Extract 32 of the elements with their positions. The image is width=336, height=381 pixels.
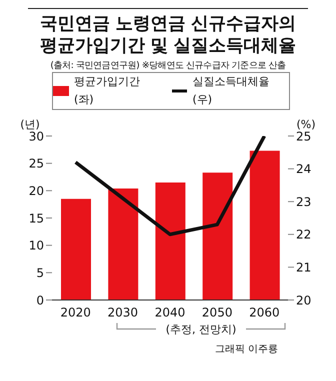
legend-label: 실질소득대체율(우) [192,74,270,108]
x-tick-label: 2030 [108,306,138,320]
legend-label: 평균가입기간(좌) [74,74,141,108]
y-tick-label: 5 [36,266,44,280]
bar [108,188,138,300]
bar [250,150,280,300]
y2-tick-label: 23 [296,194,312,209]
y-tick-label: 10 [28,238,44,253]
y2-tick-label: 25 [296,129,312,144]
y-tick-label: 20 [28,184,44,198]
y-tick-label: 0 [36,293,44,308]
text: (추정, 전망치) [164,322,238,337]
y-tick-label: 25 [28,156,44,171]
line-series [74,136,266,236]
y2-tick-label: 20 [296,293,312,308]
x-tick-label: 2050 [202,306,232,320]
y2-tick-label: 21 [296,260,312,274]
y2-tick-label: 24 [296,162,312,176]
y2-tick-label: 22 [296,228,312,242]
x-tick-label: 2020 [60,306,91,320]
chart-title: 국민연금 노령연금 신규수급자의 평균가입기간 및 실질소득대체율 [38,13,298,57]
chart-subtitle: (출처: 국민연금연구원) ※당해연도 신규수급자 기준으로 산출 [49,59,287,72]
y-tick-label: 30 [28,129,44,144]
bar [202,172,233,300]
y-tick-label: 15 [28,211,44,226]
y2-axis-title: (%) [296,118,316,131]
y-axis-title: (년) [20,118,40,131]
x-tick-label: 2040 [154,306,186,320]
bar [61,198,91,300]
bar [155,182,186,300]
text: 그래픽 이주룡 [214,343,278,356]
x-tick-label: 2060 [249,306,280,320]
